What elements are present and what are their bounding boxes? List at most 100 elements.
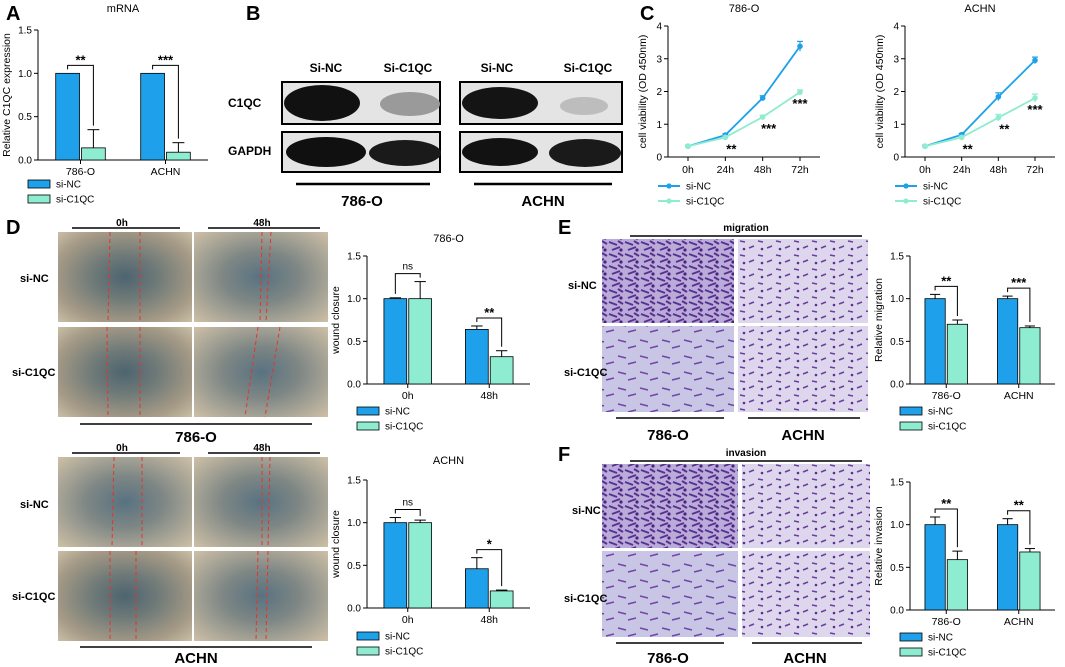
bar	[383, 298, 408, 385]
legend-label: si-C1QC	[385, 647, 423, 658]
chart-e-migration: 0.0 0.5 1.0 1.5 Relative migration ** 786-O ***…	[873, 252, 1055, 433]
y-tick-label: 4	[656, 22, 662, 33]
data-point	[995, 93, 1002, 100]
y-tick-label: 0	[656, 153, 662, 164]
wound-edge-line	[111, 456, 115, 548]
significance-label: **	[999, 122, 1010, 137]
y-tick-label: 0.0	[347, 604, 361, 615]
y-tick-label: 0.0	[347, 380, 361, 391]
legend-swatch	[27, 194, 51, 204]
chart-title: mRNA	[107, 3, 140, 15]
significance-bracket	[1007, 287, 1031, 322]
lane-label: Si-NC	[310, 61, 343, 75]
significance-bracket	[394, 509, 421, 517]
x-tick-label: 0h	[682, 164, 694, 176]
bar	[465, 568, 489, 609]
significance-bracket	[476, 549, 503, 587]
legend-marker	[666, 183, 672, 189]
wound-image	[194, 457, 328, 547]
x-tick-label: 0h	[402, 390, 414, 402]
legend-swatch	[899, 632, 923, 642]
y-tick-label: 1.5	[347, 476, 361, 487]
series-line	[687, 45, 801, 148]
legend-label: si-NC	[928, 407, 953, 418]
y-tick-label: 1.0	[347, 518, 361, 529]
cell-line-label: ACHN	[783, 650, 826, 667]
panel-label-e: E	[558, 217, 572, 239]
y-tick-label: 1	[893, 120, 899, 131]
legend-swatch	[356, 631, 380, 641]
chart-d-achn-wound: 0.0 0.5 1.0 1.5 wound closure ACHN ns 0h * 48h si-…	[330, 455, 530, 658]
legend-label: si-NC	[686, 182, 711, 193]
wound-image	[58, 327, 192, 417]
legend-swatch	[899, 406, 923, 416]
stain-image	[738, 326, 868, 412]
legend-label: si-NC	[928, 633, 953, 644]
significance-label: ns	[402, 262, 413, 273]
legend-label: si-C1QC	[928, 422, 966, 433]
y-axis-label: cell viability (OD 450nm)	[874, 35, 886, 149]
significance-bracket	[934, 285, 958, 316]
x-tick-label: 24h	[717, 164, 735, 176]
stain-image	[742, 464, 870, 548]
data-point	[759, 114, 766, 120]
row-label: si-NC	[20, 499, 49, 511]
data-point	[797, 43, 803, 50]
row-label: si-NC	[568, 280, 597, 292]
y-axis-label: Relative invasion	[873, 506, 885, 586]
y-tick-label: 3	[656, 54, 662, 65]
y-tick-label: 1.0	[890, 294, 904, 305]
data-point	[722, 134, 729, 141]
significance-bracket	[476, 317, 503, 347]
significance-label: ***	[158, 52, 174, 67]
wound-image	[58, 551, 192, 641]
lane-label: Si-C1QC	[564, 61, 613, 75]
cell-line-label: 786-O	[647, 427, 689, 444]
row-label: si-C1QC	[564, 593, 607, 605]
legend-label: si-C1QC	[928, 648, 966, 659]
legend-swatch	[27, 179, 51, 189]
bar	[1019, 327, 1041, 385]
cell-line-label: 786-O	[175, 429, 217, 446]
legend-marker	[666, 198, 672, 204]
bar	[383, 522, 408, 609]
y-tick-label: 0	[893, 153, 899, 164]
bar	[924, 524, 946, 611]
y-tick-label: 0.0	[890, 606, 904, 617]
row-label: si-C1QC	[12, 591, 55, 603]
row-label: si-C1QC	[12, 367, 55, 379]
panel-label-b: B	[246, 3, 261, 25]
bar	[997, 524, 1019, 611]
significance-bracket	[934, 508, 958, 548]
x-tick-label: 24h	[953, 164, 971, 176]
x-tick-label: 72h	[1026, 164, 1044, 176]
blot-band	[462, 87, 538, 119]
wound-edge-line	[265, 550, 269, 642]
significance-label: **	[484, 305, 495, 320]
x-tick-label: 48h	[480, 390, 498, 402]
chart-c-786o-viability: 0 1 2 3 4 cell viability (OD 450nm) 786-O 0h 24h…	[637, 3, 820, 208]
bar	[946, 323, 968, 385]
x-tick-label: 786-O	[932, 616, 961, 628]
time-label: 0h	[116, 443, 128, 454]
bar	[489, 590, 514, 609]
significance-label: ns	[402, 498, 413, 509]
stain-image	[738, 239, 868, 323]
western-blot-panel: Si-NC Si-C1QC Si-NC Si-C1QC C1QC GAPDH 7…	[228, 61, 623, 210]
legend-swatch	[356, 421, 380, 431]
blot-band	[560, 97, 608, 115]
wound-edge-line	[244, 326, 259, 418]
time-label: 48h	[253, 218, 270, 229]
legend-swatch	[356, 406, 380, 416]
time-label: 0h	[116, 218, 128, 229]
bar	[489, 356, 514, 385]
bar	[408, 298, 432, 385]
y-tick-label: 0.5	[890, 563, 904, 574]
y-axis-label: wound closure	[330, 286, 342, 355]
significance-label: **	[941, 273, 952, 288]
bar	[997, 298, 1019, 385]
invasion-images-panel: invasion si-NC si-C1QC 786-O ACHN	[564, 448, 870, 667]
x-tick-label: 72h	[791, 164, 809, 176]
row-label: si-NC	[20, 273, 49, 285]
bar	[465, 328, 489, 385]
